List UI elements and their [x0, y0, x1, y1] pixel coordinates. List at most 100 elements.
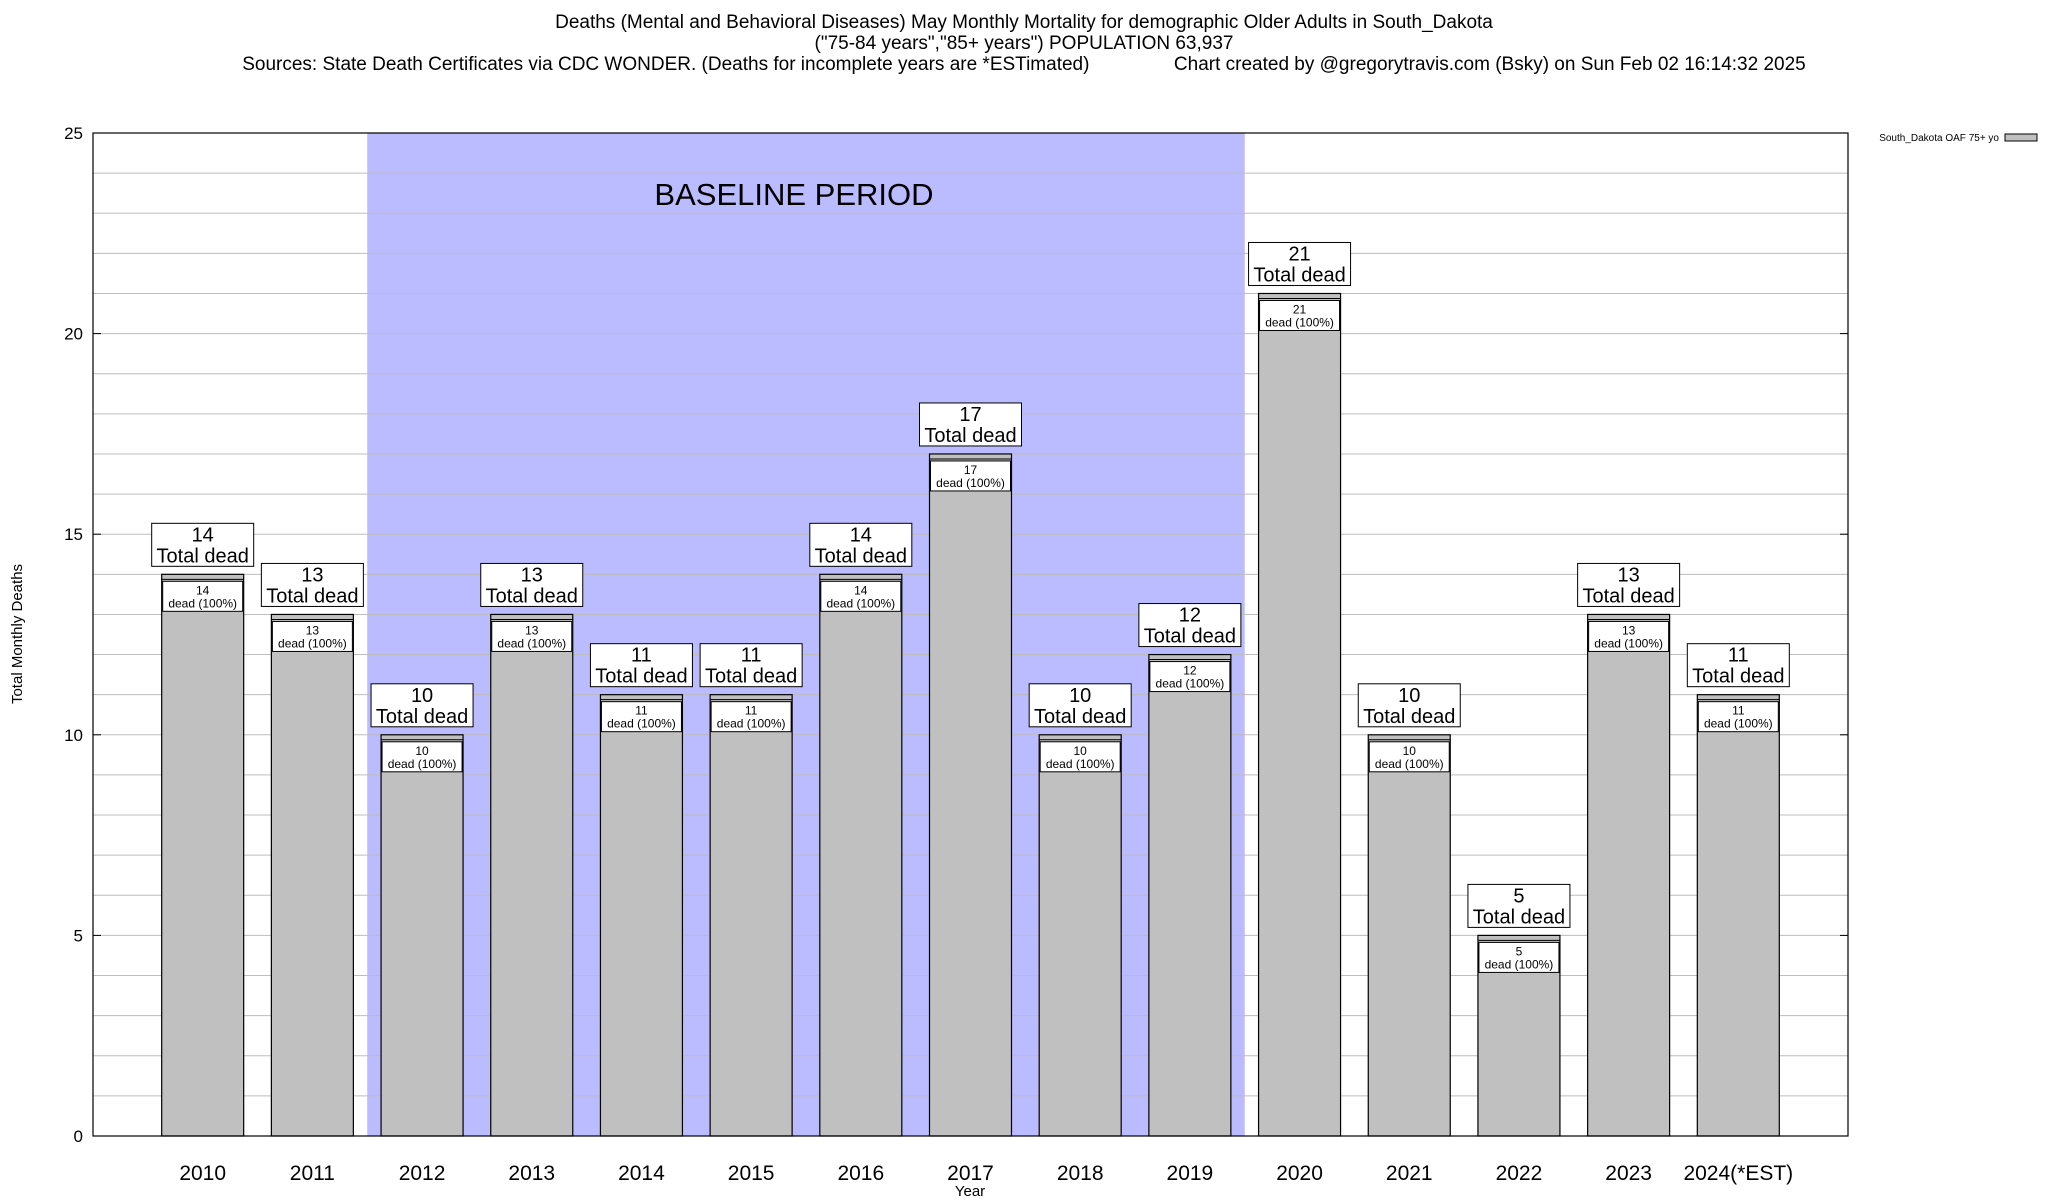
total-label-value: 13	[1618, 564, 1640, 586]
bar	[1038, 734, 1122, 1137]
legend-layer: South_Dakota OAF 75+ yo	[1879, 133, 2038, 144]
segment-label-caption: dead (100%)	[936, 476, 1005, 490]
segment-label-caption: dead (100%)	[717, 717, 786, 731]
segment-label-value: 10	[1074, 744, 1088, 758]
total-label-value: 13	[521, 564, 543, 586]
segment-label-box	[1039, 741, 1121, 773]
segment-label-box	[162, 580, 244, 612]
total-label-caption: Total dead	[815, 545, 907, 567]
x-axis-label: Year	[955, 1183, 985, 1200]
total-label-caption: Total dead	[1144, 626, 1236, 648]
segment-label-caption: dead (100%)	[1265, 315, 1334, 329]
segment-label-box	[600, 701, 682, 733]
total-label-caption: Total dead	[1692, 666, 1784, 688]
total-label-box	[1138, 603, 1242, 648]
total-label-box	[260, 562, 364, 607]
legend-swatch	[2004, 133, 2038, 142]
bar	[819, 573, 903, 1137]
total-label-value: 14	[192, 524, 214, 546]
segment-label-value: 13	[525, 623, 539, 637]
total-label-caption: Total dead	[705, 666, 797, 688]
total-label-value: 12	[1179, 605, 1201, 627]
total-label-box	[589, 643, 693, 688]
x-tick-label: 2012	[399, 1162, 446, 1185]
total-label-caption: Total dead	[266, 585, 358, 607]
segment-label-value: 12	[1183, 664, 1197, 678]
total-label-box	[151, 522, 255, 567]
bar	[1148, 653, 1232, 1137]
segment-label-value: 17	[964, 463, 978, 477]
segment-label-value: 10	[415, 744, 429, 758]
total-label-box	[1467, 883, 1571, 928]
segment-label-box	[1149, 661, 1231, 693]
chart-title: Deaths (Mental and Behavioral Diseases) …	[555, 12, 1493, 33]
baseline-label: BASELINE PERIOD	[654, 177, 933, 212]
total-label-box	[1686, 643, 1790, 688]
total-label-caption: Total dead	[157, 545, 249, 567]
bar	[380, 734, 464, 1137]
total-label-box	[699, 643, 803, 688]
total-label-box	[370, 683, 474, 728]
total-label-caption: Total dead	[1582, 585, 1674, 607]
segment-label-box	[930, 460, 1011, 492]
bar	[928, 453, 1013, 1137]
total-label-caption: Total dead	[1473, 906, 1565, 928]
segment-label-box	[1478, 941, 1560, 973]
x-tick-label: 2020	[1276, 1162, 1323, 1185]
x-tick-label: 2014	[618, 1162, 665, 1185]
segment-label-box	[1697, 701, 1779, 733]
x-tick-label: 2017	[947, 1162, 994, 1185]
sources-text: Sources: State Death Certificates via CD…	[242, 54, 1090, 75]
bar	[161, 573, 245, 1137]
segment-label-caption: dead (100%)	[497, 636, 566, 650]
total-label-value: 11	[741, 645, 762, 667]
segment-label-caption: dead (100%)	[1594, 636, 1663, 650]
segment-label-caption: dead (100%)	[1046, 757, 1115, 771]
total-label-caption: Total dead	[486, 585, 578, 607]
segment-label-box	[1259, 299, 1341, 331]
bar	[709, 694, 793, 1137]
segment-label-box	[710, 701, 792, 733]
y-tick-label: 10	[64, 726, 83, 745]
bar	[1257, 292, 1342, 1137]
legend-label: South_Dakota OAF 75+ yo	[1879, 133, 1999, 144]
total-label-value: 11	[1728, 645, 1749, 667]
total-label-box	[919, 402, 1022, 447]
segment-label-box	[271, 620, 353, 652]
bar	[1367, 734, 1451, 1137]
plot-border	[92, 132, 1849, 1137]
segment-label-value: 13	[1622, 623, 1636, 637]
segment-label-caption: dead (100%)	[826, 596, 895, 610]
total-label-value: 10	[1069, 685, 1091, 707]
total-label-value: 11	[631, 645, 652, 667]
y-tick-label: 5	[74, 926, 83, 945]
total-label-caption: Total dead	[376, 706, 468, 728]
segment-label-caption: dead (100%)	[278, 636, 347, 650]
total-label-value: 13	[301, 564, 323, 586]
chart-subtitle: ("75-84 years","85+ years") POPULATION 6…	[814, 33, 1234, 54]
total-label-box	[1248, 241, 1352, 286]
segment-label-box	[491, 620, 573, 652]
segment-label-value: 13	[306, 623, 320, 637]
segment-label-box	[381, 741, 463, 773]
segment-label-value: 11	[745, 704, 758, 718]
bar	[1696, 694, 1780, 1137]
bar	[599, 694, 684, 1137]
segment-label-caption: dead (100%)	[1704, 717, 1773, 731]
y-tick-label: 15	[64, 525, 83, 544]
x-tick-label: 2011	[290, 1162, 335, 1185]
x-tick-label: 2010	[179, 1162, 226, 1185]
total-label-caption: Total dead	[1034, 706, 1126, 728]
segment-label-value: 10	[1403, 744, 1417, 758]
x-tick-label: 2015	[728, 1162, 775, 1185]
segment-label-caption: dead (100%)	[1485, 957, 1554, 971]
